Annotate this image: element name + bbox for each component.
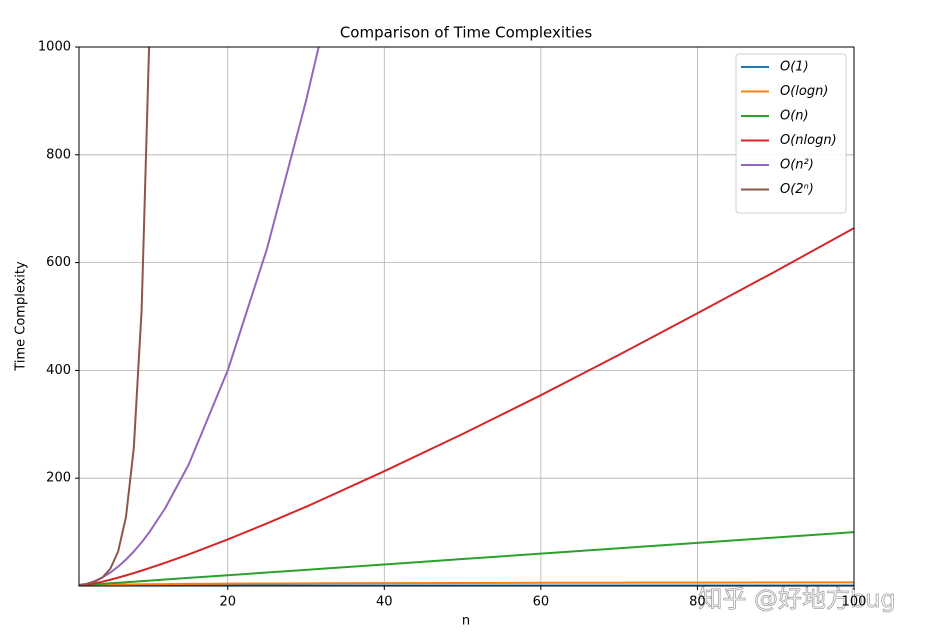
y-tick-label: 1000 — [38, 40, 71, 55]
legend-label: O(n²) — [780, 158, 814, 173]
plot-lines — [79, 47, 854, 586]
y-axis-label: Time Complexity — [14, 261, 29, 372]
legend-label: O(nlogn) — [780, 133, 837, 148]
x-axis-label: n — [462, 614, 470, 629]
y-tick-label: 600 — [46, 255, 71, 270]
legend: O(1) O(logn) O(n) O(nlogn) O(n²) O(2ⁿ) — [735, 53, 847, 214]
series-line — [79, 47, 151, 586]
series-line — [79, 227, 854, 586]
watermark: 知乎 @好地方bug — [698, 585, 895, 613]
x-tick-label: 20 — [219, 595, 236, 610]
x-tick-label: 60 — [533, 595, 550, 610]
legend-label: O(logn) — [780, 84, 828, 99]
series-line — [79, 581, 854, 586]
y-tick-label: 400 — [46, 363, 71, 378]
series-line — [79, 47, 320, 586]
legend-box — [735, 53, 847, 214]
y-tick-label: 800 — [46, 147, 71, 162]
plot-frame — [78, 46, 855, 587]
legend-label: O(1) — [780, 60, 809, 75]
legend-label: O(n) — [780, 109, 809, 124]
series-line — [79, 531, 854, 586]
x-tick-label: 40 — [376, 595, 393, 610]
x-tick-label: 80 — [689, 595, 706, 610]
y-tick-label: 200 — [46, 471, 71, 486]
x-tick-label: 100 — [842, 595, 867, 610]
legend-label: O(2ⁿ) — [780, 182, 814, 197]
chart-title: Comparison of Time Complexities — [340, 24, 593, 42]
